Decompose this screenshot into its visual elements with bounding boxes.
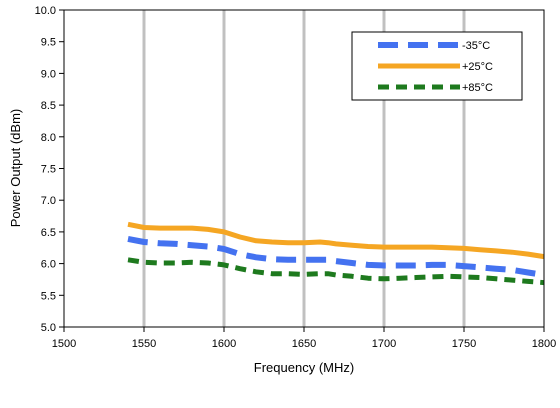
y-tick-label: 8.5 [41,100,56,112]
series-line-3 [127,257,545,286]
y-tick-label: 5.5 [41,290,56,302]
legend-label-1: -35°C [462,40,490,52]
y-tick-labels: 5.0 5.5 6.0 6.5 7.0 7.5 8.0 8.5 9.0 9.5 10.0 [35,5,56,334]
x-tick-label: 1750 [452,338,476,350]
axis-ticks [59,9,545,332]
series-layer [127,221,545,286]
y-tick-label: 6.5 [41,227,56,239]
x-tick-label: 1500 [52,338,76,350]
legend-label-3: +85°C [462,82,493,94]
y-tick-label: 7.5 [41,164,56,176]
x-tick-label: 1700 [372,338,396,350]
x-tick-label: 1550 [132,338,156,350]
y-axis-title: Power Output (dBm) [8,109,23,228]
legend: -35°C +25°C +85°C [351,31,523,101]
y-tick-label: 9.5 [41,37,56,49]
y-tick-label: 6.0 [41,259,56,271]
series-line-1 [127,235,545,278]
y-tick-label: 8.0 [41,132,56,144]
x-tick-labels: 1500 1550 1600 1650 1700 1750 1800 [52,338,556,350]
y-tick-label: 5.0 [41,322,56,334]
y-tick-label: 9.0 [41,68,56,80]
x-tick-label: 1600 [212,338,236,350]
y-tick-label: 7.0 [41,195,56,207]
legend-label-2: +25°C [462,61,493,73]
x-axis-title: Frequency (MHz) [254,360,354,375]
x-tick-label: 1800 [532,338,556,350]
y-tick-label: 10.0 [35,5,56,17]
series-line-2 [127,221,545,260]
x-tick-label: 1650 [292,338,316,350]
